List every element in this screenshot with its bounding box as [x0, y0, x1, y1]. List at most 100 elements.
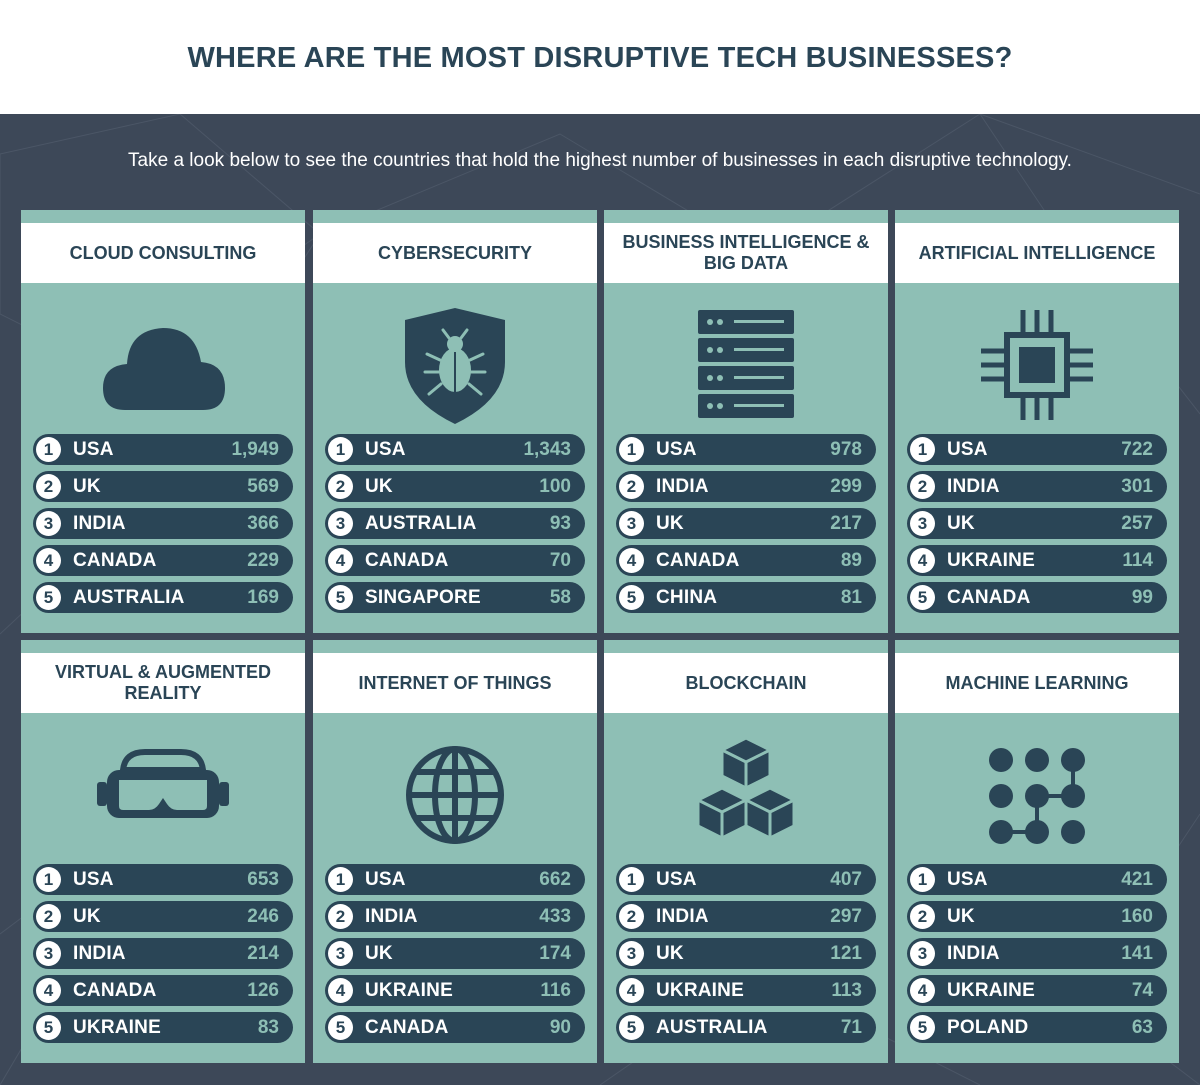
card-title: VIRTUAL & AUGMENTED REALITY	[21, 653, 305, 713]
rank-badge: 3	[36, 511, 61, 536]
country-name: UK	[365, 943, 393, 964]
card-cybersecurity: CYBERSECURITY 1 USA 1,343 2 UK 100 3 AUSTRALI…	[313, 210, 597, 633]
rank-badge: 5	[36, 1015, 61, 1040]
list-item: 5 UKRAINE 83	[33, 1012, 293, 1043]
business-count: 113	[831, 980, 862, 1001]
business-count: 89	[840, 550, 862, 571]
vr-headset-icon	[93, 730, 233, 860]
country-name: UKRAINE	[73, 1017, 161, 1038]
rank-badge: 2	[619, 474, 644, 499]
rank-badge: 3	[328, 941, 353, 966]
card-title: CLOUD CONSULTING	[21, 223, 305, 283]
country-name: UK	[656, 943, 684, 964]
list-item: 1 USA 1,343	[325, 434, 585, 465]
rank-badge: 4	[328, 978, 353, 1003]
card-blockchain: BLOCKCHAIN 1 USA 407 2 INDIA 297 3 UK 121 4 UKR…	[604, 640, 888, 1063]
business-count: 569	[247, 476, 279, 497]
business-count: 978	[830, 439, 862, 460]
list-item: 1 USA 407	[616, 864, 876, 895]
cubes-icon	[676, 730, 816, 860]
business-count: 1,949	[231, 439, 279, 460]
list-item: 4 UKRAINE 74	[907, 975, 1167, 1006]
business-count: 141	[1121, 943, 1153, 964]
rank-badge: 2	[328, 904, 353, 929]
business-count: 160	[1121, 906, 1153, 927]
business-count: 653	[247, 869, 279, 890]
card-title: BUSINESS INTELLIGENCE & BIG DATA	[604, 223, 888, 283]
business-count: 301	[1121, 476, 1153, 497]
country-name: INDIA	[656, 906, 709, 927]
card-title: CYBERSECURITY	[313, 223, 597, 283]
list-item: 5 POLAND 63	[907, 1012, 1167, 1043]
business-count: 71	[840, 1017, 862, 1038]
country-name: UKRAINE	[947, 980, 1035, 1001]
card-title: ARTIFICIAL INTELLIGENCE	[895, 223, 1179, 283]
business-count: 229	[247, 550, 279, 571]
cloud-icon	[93, 300, 233, 430]
country-name: CANADA	[947, 587, 1031, 608]
header: WHERE ARE THE MOST DISRUPTIVE TECH BUSIN…	[0, 0, 1200, 114]
list-item: 5 CANADA 90	[325, 1012, 585, 1043]
country-name: UK	[656, 513, 684, 534]
card-artificial-intelligence: ARTIFICIAL INTELLIGENCE 1 USA 722 2 INDIA 30…	[895, 210, 1179, 633]
country-name: UK	[73, 476, 101, 497]
chip-icon	[967, 300, 1107, 430]
ranking-list: 1 USA 407 2 INDIA 297 3 UK 121 4 UKRAINE 113 5 AU…	[616, 864, 876, 1049]
list-item: 3 INDIA 366	[33, 508, 293, 539]
country-name: CANADA	[73, 980, 157, 1001]
country-name: UK	[365, 476, 393, 497]
rank-badge: 3	[619, 511, 644, 536]
business-count: 174	[539, 943, 571, 964]
list-item: 2 INDIA 433	[325, 901, 585, 932]
business-count: 90	[549, 1017, 571, 1038]
subtitle: Take a look below to see the countries t…	[128, 150, 1072, 171]
ranking-list: 1 USA 421 2 UK 160 3 INDIA 141 4 UKRAINE 74 5 POL…	[907, 864, 1167, 1049]
rank-badge: 2	[36, 904, 61, 929]
country-name: UK	[73, 906, 101, 927]
rank-badge: 1	[328, 867, 353, 892]
country-name: UK	[947, 906, 975, 927]
business-count: 70	[549, 550, 571, 571]
country-name: AUSTRALIA	[73, 587, 185, 608]
list-item: 3 UK 217	[616, 508, 876, 539]
business-count: 116	[540, 980, 571, 1001]
business-count: 121	[830, 943, 862, 964]
rank-badge: 4	[36, 548, 61, 573]
country-name: USA	[73, 869, 114, 890]
list-item: 1 USA 1,949	[33, 434, 293, 465]
rank-badge: 4	[328, 548, 353, 573]
list-item: 5 AUSTRALIA 71	[616, 1012, 876, 1043]
country-name: CANADA	[656, 550, 740, 571]
list-item: 5 SINGAPORE 58	[325, 582, 585, 613]
ranking-list: 1 USA 722 2 INDIA 301 3 UK 257 4 UKRAINE 114 5 CA…	[907, 434, 1167, 619]
country-name: CHINA	[656, 587, 718, 608]
rank-badge: 5	[328, 585, 353, 610]
server-icon	[676, 300, 816, 430]
list-item: 2 UK 160	[907, 901, 1167, 932]
list-item: 1 USA 653	[33, 864, 293, 895]
rank-badge: 4	[619, 548, 644, 573]
list-item: 2 UK 569	[33, 471, 293, 502]
list-item: 1 USA 421	[907, 864, 1167, 895]
ranking-list: 1 USA 978 2 INDIA 299 3 UK 217 4 CANADA 89 5 CHIN…	[616, 434, 876, 619]
country-name: INDIA	[947, 943, 1000, 964]
country-name: USA	[947, 439, 988, 460]
country-name: INDIA	[656, 476, 709, 497]
country-name: INDIA	[73, 513, 126, 534]
country-name: AUSTRALIA	[656, 1017, 768, 1038]
business-count: 433	[539, 906, 571, 927]
country-name: CANADA	[365, 550, 449, 571]
card-title: INTERNET OF THINGS	[313, 653, 597, 713]
rank-badge: 2	[328, 474, 353, 499]
list-item: 1 USA 978	[616, 434, 876, 465]
business-count: 662	[539, 869, 571, 890]
list-item: 4 UKRAINE 116	[325, 975, 585, 1006]
business-count: 100	[539, 476, 571, 497]
business-count: 421	[1121, 869, 1153, 890]
rank-badge: 4	[910, 978, 935, 1003]
list-item: 2 INDIA 299	[616, 471, 876, 502]
list-item: 4 CANADA 89	[616, 545, 876, 576]
card-internet-of-things: INTERNET OF THINGS 1 USA 662 2 INDIA 433 3 UK…	[313, 640, 597, 1063]
rank-badge: 5	[910, 1015, 935, 1040]
